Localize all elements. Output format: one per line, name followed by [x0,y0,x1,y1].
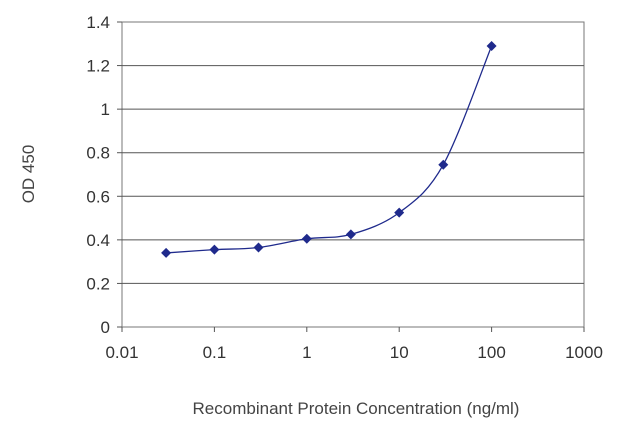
data-point-diamond [394,207,405,218]
y-tick-label: 1 [101,100,110,119]
plot-area [121,21,585,328]
y-axis-title: OD 450 [19,145,38,204]
x-tick-label: 0.01 [105,343,138,362]
y-tick-label: 0 [101,318,110,337]
y-tick-label: 0.4 [86,231,110,250]
x-tick-label: 0.1 [203,343,227,362]
x-tick-label: 1 [302,343,311,362]
series-line [166,45,493,254]
data-point-diamond [161,247,172,258]
y-tick-label: 0.6 [86,187,110,206]
y-axis: 0 0.2 0.4 0.6 0.8 1 1.2 1.4 [86,13,122,337]
data-point-diamond [438,159,449,170]
x-tick-label: 10 [390,343,409,362]
x-axis: 0.01 0.1 1 10 100 1000 [105,327,603,362]
data-point-diamond [301,233,312,244]
y-tick-label: 0.2 [86,274,110,293]
x-axis-title: Recombinant Protein Concentration (ng/ml… [193,399,520,418]
data-point-diamond [253,242,264,253]
y-tick-label: 0.8 [86,144,110,163]
data-point-diamond [209,244,220,255]
data-point-diamond [486,40,497,51]
gridlines [122,65,584,284]
x-tick-label: 1000 [565,343,603,362]
series-points [161,40,497,258]
y-tick-label: 1.4 [86,13,110,32]
data-point-diamond [345,229,356,240]
y-tick-label: 1.2 [86,57,110,76]
x-tick-label: 100 [477,343,505,362]
